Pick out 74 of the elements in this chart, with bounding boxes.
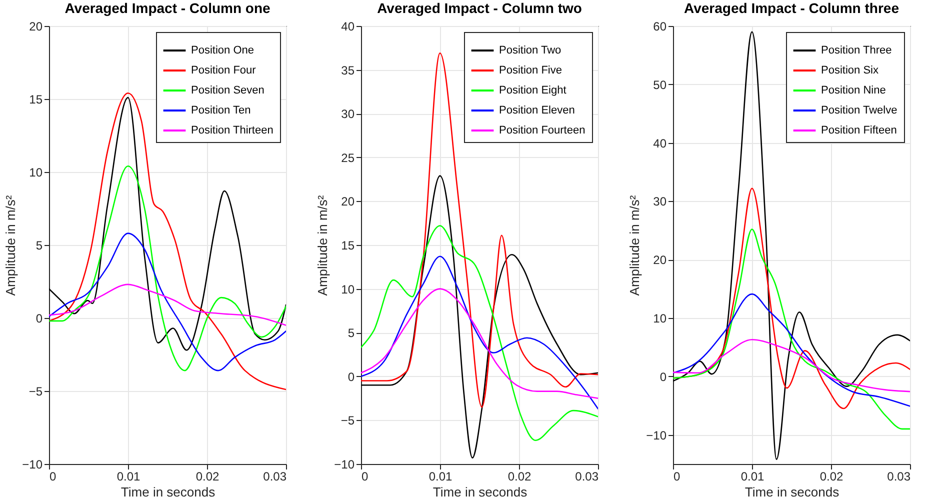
y-tick-label: −5 bbox=[340, 414, 355, 428]
line-series bbox=[673, 293, 910, 407]
legend-label: Position Ten bbox=[191, 104, 251, 116]
chart-title: Averaged Impact - Column two bbox=[377, 0, 582, 16]
y-tick-label: 30 bbox=[341, 107, 355, 122]
legend-label: Position One bbox=[191, 44, 254, 56]
y-tick-label: 60 bbox=[653, 20, 667, 34]
y-tick-label: 20 bbox=[29, 20, 43, 34]
x-axis-title: Time in seconds bbox=[432, 484, 528, 500]
y-tick-label: 10 bbox=[653, 312, 667, 326]
y-tick-label: 40 bbox=[653, 136, 667, 150]
x-tick-label: 0.02 bbox=[820, 470, 844, 484]
legend-label: Position Eight bbox=[499, 84, 566, 96]
legend-label: Position Two bbox=[499, 44, 562, 56]
y-tick-label: 15 bbox=[29, 92, 43, 106]
x-tick-label: 0.01 bbox=[116, 470, 140, 484]
y-tick-label: −10 bbox=[646, 428, 667, 442]
x-axis-title: Time in seconds bbox=[744, 484, 840, 500]
y-tick-label: 20 bbox=[653, 253, 667, 268]
legend-label: Position Six bbox=[821, 64, 879, 76]
x-tick-label: 0 bbox=[362, 470, 368, 484]
y-tick-label: 35 bbox=[341, 63, 355, 78]
y-tick-label: 10 bbox=[29, 166, 43, 180]
x-tick-label: 0 bbox=[50, 470, 56, 484]
line-series bbox=[673, 338, 910, 392]
y-tick-label: 5 bbox=[348, 326, 355, 340]
y-axis-title: Amplitude in m/s² bbox=[3, 194, 18, 296]
y-tick-label: 5 bbox=[36, 238, 43, 252]
line-series bbox=[49, 232, 286, 372]
legend-label: Position Eleven bbox=[499, 104, 575, 116]
line-series bbox=[49, 166, 286, 372]
y-tick-label: 20 bbox=[341, 194, 355, 209]
y-tick-label: 0 bbox=[660, 370, 667, 384]
y-tick-label: −5 bbox=[28, 384, 43, 398]
line-series bbox=[673, 228, 910, 430]
y-tick-label: 30 bbox=[653, 194, 667, 209]
line-series bbox=[361, 52, 598, 408]
y-tick-label: 40 bbox=[341, 20, 355, 34]
line-series bbox=[673, 31, 910, 460]
x-tick-label: 0.01 bbox=[428, 470, 452, 484]
legend-label: Position Seven bbox=[191, 84, 264, 96]
y-tick-label: −10 bbox=[334, 458, 355, 472]
legend-label: Position Four bbox=[191, 64, 256, 76]
x-tick-label: 0 bbox=[674, 470, 680, 484]
y-tick-label: 25 bbox=[341, 150, 355, 165]
chart-title: Averaged Impact - Column one bbox=[64, 0, 271, 16]
legend-label: Position Fourteen bbox=[499, 124, 586, 136]
y-axis-title: Amplitude in m/s² bbox=[315, 194, 330, 296]
x-tick-label: 0.03 bbox=[887, 470, 911, 484]
legend-label: Position Three bbox=[821, 44, 892, 56]
legend-label: Position Five bbox=[499, 64, 562, 76]
line-series bbox=[361, 256, 598, 410]
x-axis-title: Time in seconds bbox=[120, 484, 216, 500]
x-tick-label: 0.02 bbox=[508, 470, 532, 484]
line-series bbox=[361, 288, 598, 399]
line-series bbox=[361, 175, 598, 459]
y-axis-title: Amplitude in m/s² bbox=[627, 194, 642, 296]
y-tick-label: −10 bbox=[22, 458, 43, 472]
line-series bbox=[361, 225, 598, 441]
legend-label: Position Thirteen bbox=[191, 124, 274, 136]
legend-label: Position Fifteen bbox=[821, 124, 897, 136]
y-tick-label: 0 bbox=[36, 312, 43, 326]
y-tick-label: 50 bbox=[653, 78, 667, 92]
y-tick-label: 0 bbox=[348, 370, 355, 384]
x-tick-label: 0.03 bbox=[575, 470, 599, 484]
x-tick-label: 0.02 bbox=[196, 470, 220, 484]
chart-title: Averaged Impact - Column three bbox=[684, 0, 900, 16]
legend-label: Position Twelve bbox=[821, 104, 898, 116]
legend-label: Position Nine bbox=[821, 84, 886, 96]
x-tick-label: 0.01 bbox=[740, 470, 764, 484]
y-tick-label: 10 bbox=[341, 282, 355, 296]
x-tick-label: 0.03 bbox=[263, 470, 287, 484]
line-series bbox=[49, 284, 286, 326]
y-tick-label: 15 bbox=[341, 238, 355, 252]
